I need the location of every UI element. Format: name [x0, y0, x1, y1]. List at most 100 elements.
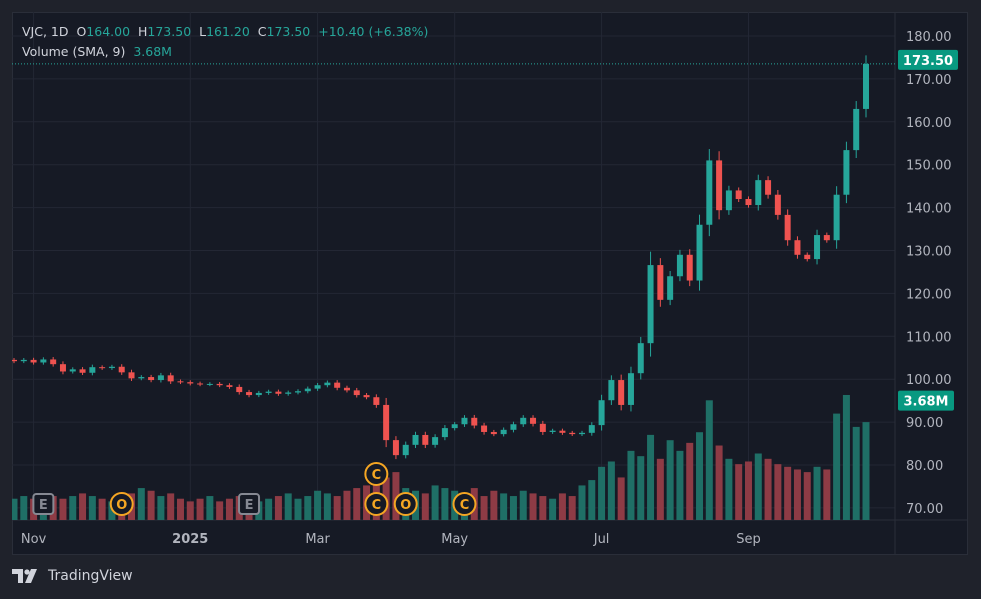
candle	[814, 229, 821, 265]
candle-body	[725, 190, 732, 211]
price-tick-label: 160.00	[906, 116, 952, 131]
candle-body	[500, 429, 507, 435]
candle-body	[608, 380, 615, 401]
candle	[108, 364, 115, 370]
candle	[637, 336, 644, 380]
candle	[686, 249, 693, 287]
last-price-badge	[898, 49, 958, 70]
candle	[392, 436, 399, 460]
candle-body	[706, 160, 713, 225]
candle	[236, 384, 243, 395]
volume-bar	[265, 498, 273, 520]
candle-body	[392, 440, 399, 456]
candle-body	[579, 432, 585, 435]
volume-bar	[314, 490, 322, 520]
candle-body	[481, 425, 488, 432]
volume-bar	[196, 498, 204, 520]
candle-body	[627, 373, 634, 405]
candle-body	[167, 375, 174, 382]
candle-body	[441, 428, 448, 438]
volume-bar	[852, 426, 860, 520]
candle-body	[12, 359, 17, 362]
candle-body	[59, 364, 66, 372]
volume-bar	[79, 493, 87, 520]
candle	[530, 415, 537, 427]
candle-body	[716, 160, 723, 211]
volume-bar	[441, 488, 449, 520]
candle-body	[402, 444, 409, 456]
volume-bar	[774, 464, 782, 520]
event-marker-label: E	[245, 498, 254, 513]
candle-body	[530, 417, 537, 424]
volume-bar	[490, 490, 498, 520]
candle-body	[343, 387, 350, 391]
time-axis-label: Jul	[593, 532, 610, 547]
candle	[627, 366, 634, 412]
candle	[285, 390, 292, 396]
volume-bar	[823, 469, 831, 520]
volume-bar	[284, 493, 292, 520]
price-tick-label: 170.00	[906, 73, 952, 88]
candle	[167, 372, 174, 384]
volume-bar	[509, 496, 517, 520]
volume-bar	[568, 496, 576, 520]
price-tick-label: 110.00	[906, 330, 952, 345]
volume-bar	[343, 490, 351, 520]
candle	[255, 390, 262, 398]
candle-body	[30, 359, 37, 363]
high-value: 173.50	[147, 24, 192, 39]
volume-bar	[431, 485, 439, 520]
candle	[50, 357, 57, 367]
candle	[373, 394, 380, 408]
candle	[588, 422, 595, 436]
volume-bar	[304, 496, 312, 520]
candle	[745, 196, 752, 208]
dividend-marker-icon	[109, 492, 134, 516]
candle	[696, 214, 703, 291]
candle	[667, 270, 674, 306]
candle	[30, 357, 37, 365]
time-axis-label: Nov	[21, 532, 47, 547]
candle-body	[569, 432, 576, 435]
candle	[363, 393, 370, 400]
volume-bar	[294, 498, 302, 520]
volume-bar	[549, 498, 557, 520]
candle	[138, 375, 145, 381]
event-marker-label: O	[400, 498, 411, 513]
candle-body	[69, 369, 76, 372]
candle-body	[667, 276, 674, 300]
price-tick-label: 120.00	[906, 287, 952, 302]
brand-name: TradingView	[48, 568, 133, 584]
candle-body	[432, 437, 439, 445]
candle	[412, 431, 419, 449]
candle-body	[774, 194, 781, 215]
candle	[432, 434, 439, 448]
candle-body	[696, 224, 703, 281]
event-marker-label: C	[460, 498, 470, 513]
symbol-interval[interactable]: VJC, 1D	[22, 24, 69, 39]
candle-body	[99, 367, 106, 369]
candle-body	[618, 380, 625, 405]
volume-bar	[656, 458, 664, 520]
volume-bar	[59, 498, 67, 520]
volume-bar	[519, 490, 527, 520]
candle-body	[20, 359, 27, 362]
dividend-marker-icon	[393, 492, 418, 516]
tradingview-brand[interactable]: TradingView	[12, 568, 133, 584]
volume-bar	[744, 461, 752, 520]
volume-label[interactable]: Volume (SMA, 9)	[22, 44, 126, 59]
candle-body	[265, 391, 272, 393]
candle-body	[89, 367, 96, 373]
candle	[755, 174, 762, 211]
earnings-marker-icon	[32, 493, 55, 515]
candle-body	[285, 392, 292, 394]
candle-body	[539, 423, 546, 432]
volume-bar	[813, 466, 821, 520]
volume-bar	[647, 434, 655, 520]
event-marker-label: O	[116, 498, 127, 513]
price-chart[interactable]: 180.00 170.00 160.00 150.00 140.00 130.00 120.…	[12, 12, 968, 555]
volume-bar	[666, 440, 674, 520]
candle	[559, 428, 566, 435]
candle-body	[236, 386, 243, 393]
candle	[89, 364, 96, 376]
